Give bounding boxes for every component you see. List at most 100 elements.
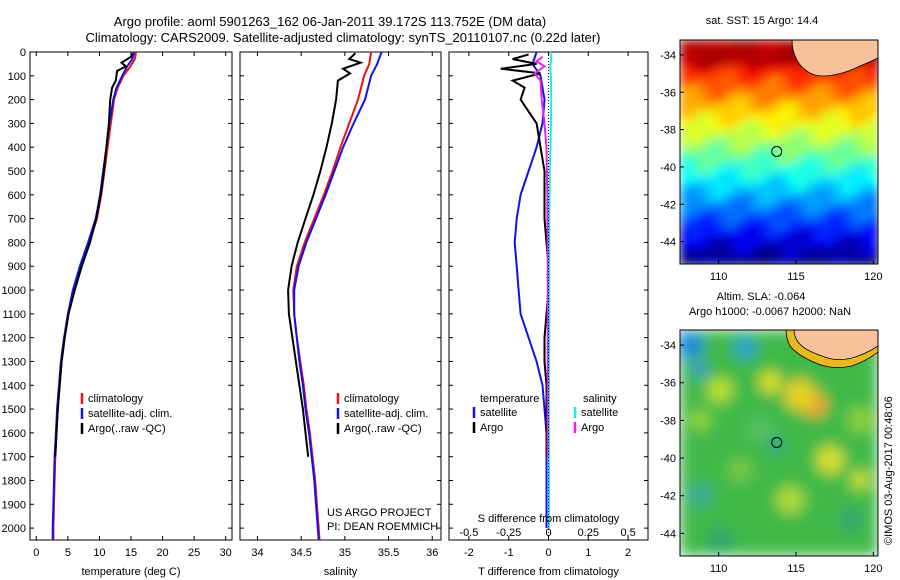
sst-cell (761, 76, 771, 86)
sst-cell (752, 220, 762, 230)
sst-cell (734, 40, 744, 50)
sst-cell (797, 112, 807, 122)
sst-cell (707, 166, 717, 176)
sst-cell (725, 175, 735, 185)
sst-cell (797, 193, 807, 203)
map-y-tick-label: -36 (660, 378, 676, 390)
x-tick-label: 0 (33, 547, 39, 559)
sst-cell (869, 76, 878, 86)
sst-cell (761, 112, 771, 122)
sst-cell (698, 139, 708, 149)
sst-cell (860, 121, 870, 131)
sst-cell (752, 175, 762, 185)
sst-cell (716, 166, 726, 176)
x-tick-label: 30 (220, 547, 232, 559)
sst-cell (824, 166, 834, 176)
x-tick-label: 1 (585, 547, 591, 559)
sst-cell (734, 67, 744, 77)
sst-cell (707, 103, 717, 113)
sst-cell (734, 211, 744, 221)
sst-cell (824, 202, 834, 212)
sst-cell (725, 112, 735, 122)
sst-cell (815, 247, 825, 257)
sst-cell (779, 157, 789, 167)
sst-cell (788, 58, 798, 68)
sst-cell (770, 229, 780, 239)
sst-cell (815, 211, 825, 221)
map-x-tick-label: 115 (787, 271, 805, 283)
sst-cell (815, 103, 825, 113)
sst-cell (743, 139, 753, 149)
sst-cell (842, 76, 852, 86)
sla-blob (759, 371, 781, 393)
sst-cell (842, 238, 852, 248)
sst-cell (725, 247, 735, 257)
x-tick-label: 35.5 (378, 547, 399, 559)
sst-cell (779, 202, 789, 212)
sst-cell (752, 247, 762, 257)
sst-cell (761, 256, 771, 264)
sst-cell (833, 220, 843, 230)
s-tick-label: 0 (545, 527, 551, 539)
sst-cell (716, 148, 726, 158)
sst-cell (851, 76, 861, 86)
sst-cell (842, 112, 852, 122)
sst-cell (752, 256, 762, 264)
sst-cell (779, 58, 789, 68)
sst-cell (734, 148, 744, 158)
sst-cell (734, 202, 744, 212)
sst-cell (833, 202, 843, 212)
sst-cell (698, 166, 708, 176)
sst-cell (806, 148, 816, 158)
sst-cell (698, 94, 708, 104)
sst-cell (797, 103, 807, 113)
y-tick-label: 1500 (2, 404, 26, 416)
sst-cell (707, 229, 717, 239)
sst-cell (869, 238, 878, 248)
sst-cell (761, 220, 771, 230)
y-tick-label: 200 (8, 95, 26, 107)
sst-cell (707, 49, 717, 59)
sst-field (680, 40, 878, 264)
sst-cell (842, 139, 852, 149)
sst-cell (680, 175, 690, 185)
sst-cell (806, 76, 816, 86)
sst-cell (797, 220, 807, 230)
sst-cell (707, 184, 717, 194)
sst-cell (743, 202, 753, 212)
sst-cell (680, 58, 690, 68)
map-y-tick-label: -44 (660, 528, 676, 540)
sst-map-panel: sat. SST: 15 Argo: 14.4 110 115 120 -34 -36 -… (660, 15, 882, 283)
sst-cell (842, 67, 852, 77)
sst-cell (725, 58, 735, 68)
sst-cell (689, 85, 699, 95)
sst-cell (761, 202, 771, 212)
sst-cell (779, 166, 789, 176)
sst-cell (770, 67, 780, 77)
sst-cell (725, 166, 735, 176)
sst-cell (851, 184, 861, 194)
sst-cell (716, 211, 726, 221)
sst-cell (707, 175, 717, 185)
sst-cell (788, 49, 798, 59)
sst-cell (806, 103, 816, 113)
map-x-tick-label: 110 (710, 271, 728, 283)
series-line (513, 51, 548, 529)
sst-cell (833, 130, 843, 140)
sst-cell (797, 139, 807, 149)
sst-cell (869, 175, 878, 185)
sst-cell (734, 256, 744, 264)
sst-cell (851, 85, 861, 95)
sst-cell (851, 112, 861, 122)
sst-cell (869, 220, 878, 230)
sst-cell (752, 202, 762, 212)
sst-cell (842, 103, 852, 113)
map-y-tick-label: -38 (660, 125, 676, 137)
sst-cell (761, 175, 771, 185)
sst-cell (824, 112, 834, 122)
sst-cell (707, 202, 717, 212)
sst-cell (815, 220, 825, 230)
sst-cell (743, 220, 753, 230)
sst-cell (680, 157, 690, 167)
sst-cell (815, 256, 825, 264)
